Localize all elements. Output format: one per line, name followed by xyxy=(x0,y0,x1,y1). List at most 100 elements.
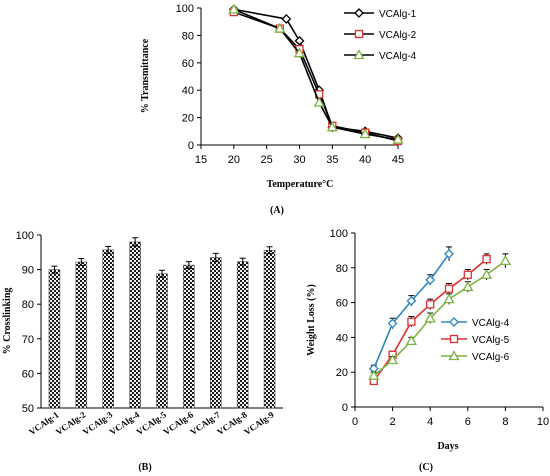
panel-b-bar xyxy=(183,264,195,409)
panel-a-legend: VCAlg-1 VCAlg-2 VCAlg-4 xyxy=(344,8,417,62)
panel-c-point-vcalg-6 xyxy=(462,281,474,292)
panel-c-x-tick-label: 8 xyxy=(502,416,508,428)
panel-a-x-tick-label: 40 xyxy=(359,154,371,166)
panel-c-legend-marker xyxy=(449,334,459,344)
panel-b-category-label: VCAlg-9 xyxy=(242,409,276,437)
panel-c-y-tick-label: 80 xyxy=(336,263,348,275)
panel-a-series-vcalg-1 xyxy=(228,4,403,144)
panel-c-y-label: Weight Loss (%) xyxy=(306,284,317,356)
panel-b-bar xyxy=(263,249,276,409)
panel-b-y-label: % Crosslinking xyxy=(2,288,13,355)
panel-a-x-tick-label: 15 xyxy=(195,154,207,166)
panel-c-point-vcalg-5 xyxy=(407,317,416,326)
panel-a-legend-marker xyxy=(354,8,364,18)
panel-a-line-vcalg-4 xyxy=(233,8,399,141)
panel-a-y-tick-label: 20 xyxy=(182,113,194,125)
panel-b-bar xyxy=(156,273,168,409)
panel-b-ticks: 50 60 70 80 90 100 xyxy=(16,230,41,415)
panel-c-legend: VCAlg-4 VCAlg-5 VCAlg-6 xyxy=(441,317,510,363)
panel-a-x-tick-label: 25 xyxy=(261,154,273,166)
panel-a-x-label: Temperature°C xyxy=(267,179,334,190)
panel-b-bar xyxy=(48,269,61,409)
panel-c-point-vcalg-5 xyxy=(426,300,435,309)
panel-a-legend-marker xyxy=(354,29,364,39)
panel-a-series xyxy=(228,3,404,146)
panel-b-bar xyxy=(210,257,222,409)
panel-c-point-vcalg-4 xyxy=(425,275,436,285)
panel-c-point-vcalg-6 xyxy=(368,369,380,380)
panel-b-y-tick-label: 90 xyxy=(22,265,34,277)
panel-a-line-vcalg-2 xyxy=(233,11,399,142)
panel-c-point-vcalg-4 xyxy=(406,295,417,306)
panel-c-y-tick-label: 60 xyxy=(336,298,348,310)
panel-c-ticks: 0 20 40 60 80 100 0 2 4 6 8 10 xyxy=(330,228,549,428)
panel-a-ticks: 0 20 40 60 80 100 15 20 25 30 35 40 45 xyxy=(176,3,404,166)
panel-a-series-vcalg-4 xyxy=(228,3,404,144)
panel-c-point-vcalg-5 xyxy=(463,270,472,279)
panel-c-x-tick-label: 0 xyxy=(352,416,358,428)
panel-a-point-vcalg-1 xyxy=(294,35,305,46)
panel-a-legend-label: VCAlg-2 xyxy=(379,30,417,41)
panel-c-series xyxy=(368,246,512,386)
panel-b-y-tick-label: 100 xyxy=(16,230,34,242)
panel-a-point-vcalg-1 xyxy=(281,14,292,24)
panel-b-caption: (B) xyxy=(138,462,151,473)
panel-a-x-tick-label: 35 xyxy=(326,154,338,166)
panel-c-point-vcalg-6 xyxy=(443,293,455,304)
panel-c-caption: (C) xyxy=(419,462,433,473)
panel-b-y-tick-label: 70 xyxy=(22,334,34,346)
panel-a-series-vcalg-2 xyxy=(229,7,403,146)
panel-c-legend-marker xyxy=(449,317,459,327)
panel-c-x-tick-label: 2 xyxy=(390,416,396,428)
panel-a-legend-label: VCAlg-1 xyxy=(379,9,417,20)
panel-a-legend-marker xyxy=(353,49,365,60)
panel-c-point-vcalg-6 xyxy=(424,312,436,323)
panel-c-legend-label: VCAlg-4 xyxy=(472,318,510,329)
panel-c-point-vcalg-5 xyxy=(444,284,454,293)
panel-a-point-vcalg-4 xyxy=(228,3,240,14)
panel-a-y-tick-label: 80 xyxy=(182,30,194,42)
panel-c-point-vcalg-4 xyxy=(444,248,454,259)
panel-c-point-vcalg-4 xyxy=(387,318,398,329)
panel-a-y-tick-label: 60 xyxy=(182,58,194,70)
panel-b-bar xyxy=(102,249,114,409)
panel-c-x-tick-label: 6 xyxy=(465,416,471,428)
panel-a-y-label: % Transmittance xyxy=(140,38,151,113)
panel-c-point-vcalg-5 xyxy=(482,254,491,264)
panel-a-y-tick-label: 0 xyxy=(188,140,194,152)
panel-a-legend-label: VCAlg-4 xyxy=(379,51,417,62)
panel-b-bar xyxy=(236,261,249,409)
panel-c-legend-label: VCAlg-6 xyxy=(472,352,510,363)
panel-a-point-vcalg-4 xyxy=(359,128,371,139)
panel-c-y-tick-label: 100 xyxy=(330,228,348,240)
panel-a-point-vcalg-4 xyxy=(274,22,286,33)
panel-c-point-vcalg-6 xyxy=(386,354,399,365)
panel-c-point-vcalg-6 xyxy=(499,255,512,265)
panel-c-x-label: Days xyxy=(437,441,458,452)
panel-c-x-tick-label: 10 xyxy=(537,416,549,428)
panel-b-bar xyxy=(75,261,88,409)
panel-b-y-tick-label: 80 xyxy=(22,299,34,311)
panel-a-point-vcalg-4 xyxy=(313,96,325,107)
panel-a-x-tick-label: 20 xyxy=(228,154,240,166)
panel-b-bar xyxy=(129,241,141,409)
panel-c-y-tick-label: 0 xyxy=(342,402,348,414)
panel-c-point-vcalg-6 xyxy=(480,268,493,279)
panel-a-line-vcalg-1 xyxy=(233,8,399,139)
panel-a-y-tick-label: 100 xyxy=(176,3,194,15)
panel-c-series-vcalg-4 xyxy=(368,246,454,374)
panel-c-legend-marker xyxy=(448,350,460,361)
panel-a-x-tick-label: 45 xyxy=(392,154,404,166)
panel-c-point-vcalg-6 xyxy=(405,335,418,346)
panel-b-y-tick-label: 50 xyxy=(22,403,34,415)
panel-a-caption: (A) xyxy=(270,205,284,216)
panel-a-x-tick-label: 30 xyxy=(293,154,305,166)
panel-a-point-vcalg-4 xyxy=(326,121,338,132)
panel-b-chart: 50 60 70 80 90 100 VCAlg-1VCAlg-2VCAlg-3VCAlg… xyxy=(2,230,283,473)
panel-c-y-tick-label: 40 xyxy=(336,332,348,344)
panel-c-x-tick-label: 4 xyxy=(427,416,433,428)
panel-a-y-tick-label: 40 xyxy=(182,85,194,97)
panel-a-point-vcalg-4 xyxy=(392,133,404,144)
